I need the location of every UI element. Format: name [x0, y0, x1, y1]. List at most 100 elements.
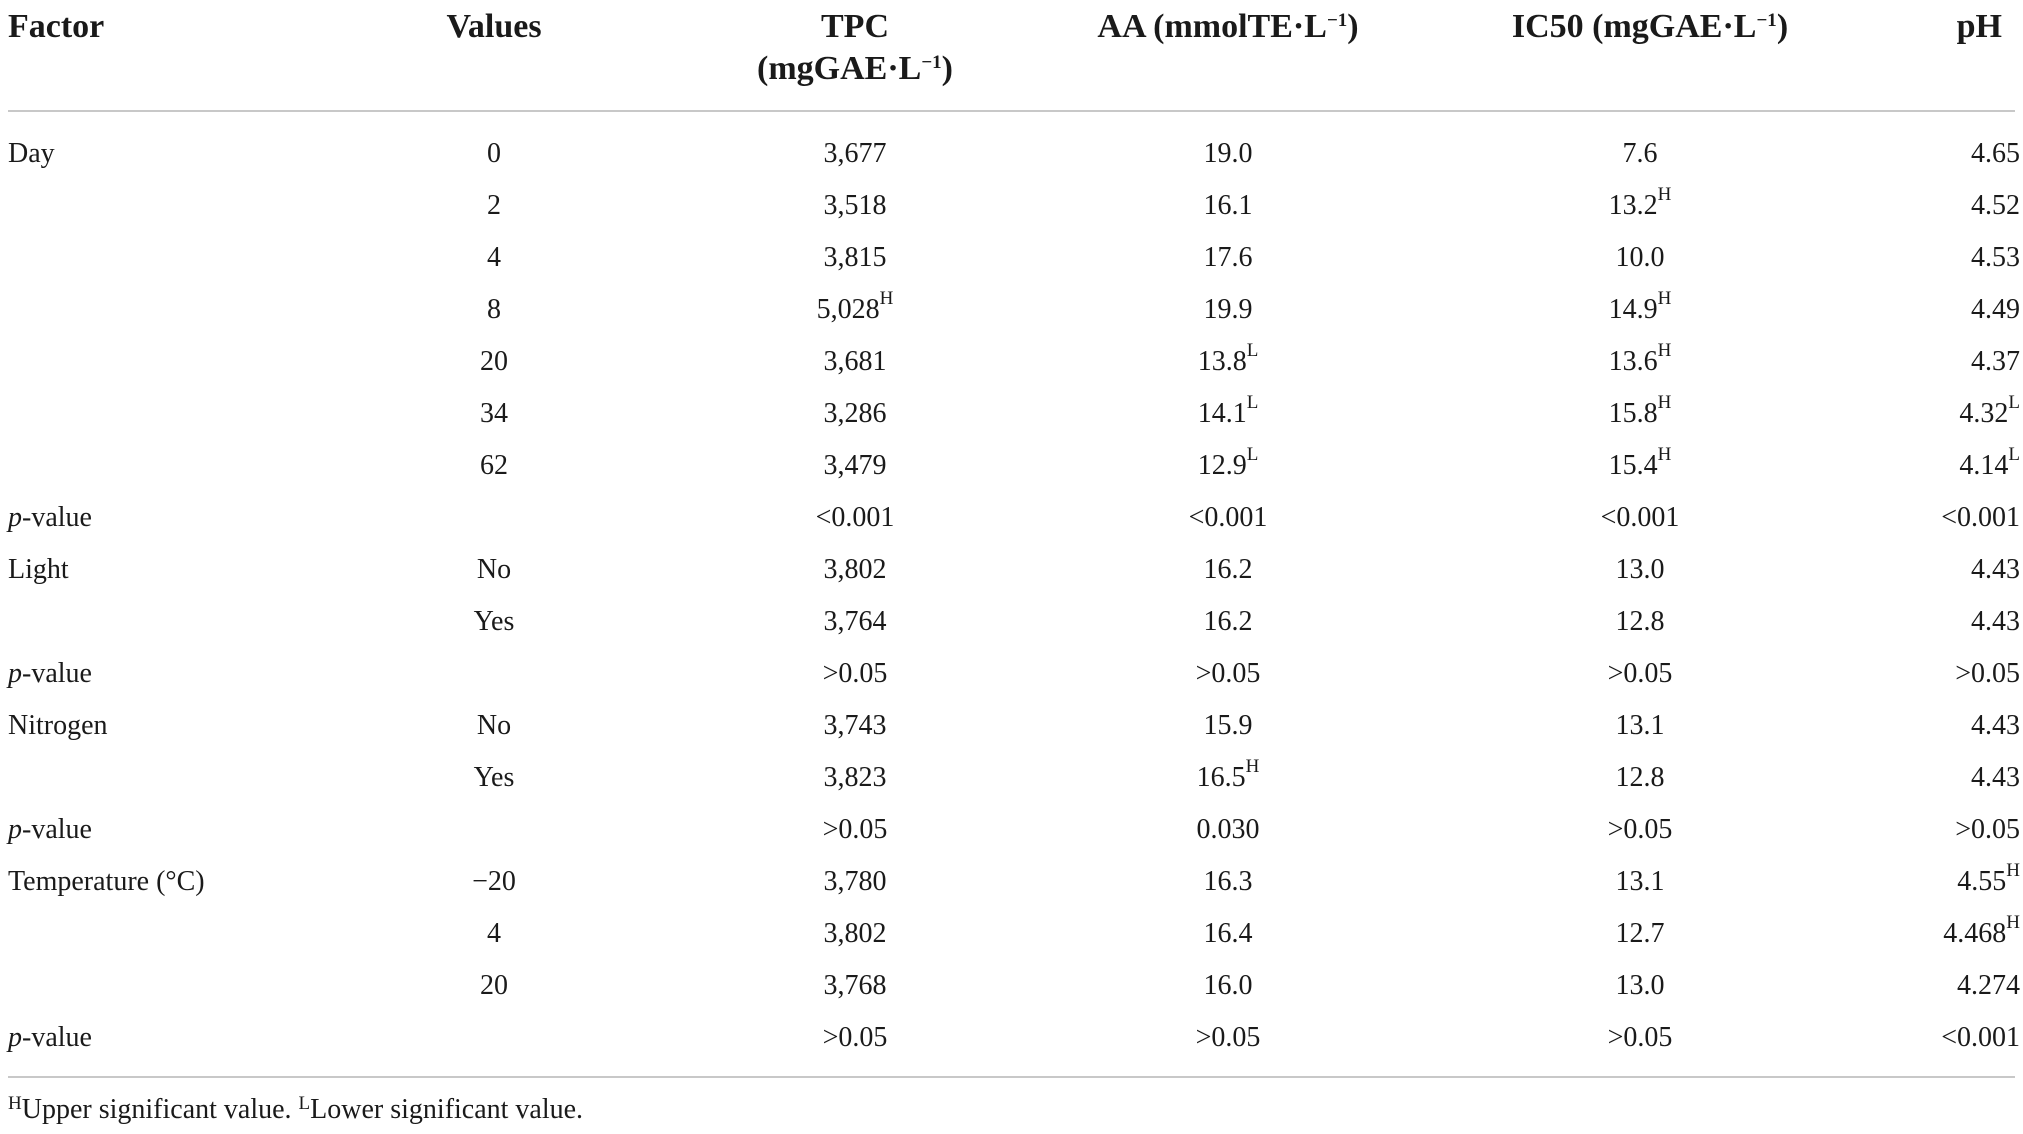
cell-value: Yes	[473, 606, 515, 637]
cell-ic50: 7.6	[1622, 138, 1658, 169]
cell-aa: 0.030	[1196, 814, 1260, 845]
cell-ph: 4.14L	[1959, 444, 2020, 481]
table-row: 34 3,286 14.1L 15.8H 4.32L	[0, 388, 2023, 440]
cell-tpc: >0.05	[822, 658, 888, 689]
table-row: p-value >0.05 >0.05 >0.05 >0.05	[0, 648, 2023, 700]
cell-ic50: 13.1	[1615, 866, 1665, 897]
cell-aa: 16.4	[1203, 918, 1253, 949]
cell-tpc: 3,815	[823, 242, 887, 273]
cell-tpc: 3,518	[823, 190, 887, 221]
cell-ph: 4.43	[1971, 606, 2020, 637]
cell-aa: 16.1	[1203, 190, 1253, 221]
header-tpc: TPC (mgGAE·L−1)	[705, 6, 1005, 90]
table-row: Day 0 3,677 19.0 7.6 4.65	[0, 128, 2023, 180]
cell-ph: >0.05	[1955, 658, 2020, 689]
cell-ic50: 12.8	[1615, 606, 1665, 637]
header-aa: AA (mmolTE·L−1)	[1097, 8, 1359, 45]
cell-ic50: 13.1	[1615, 710, 1665, 741]
cell-tpc: >0.05	[822, 1022, 888, 1053]
table-row: 2 3,518 16.1 13.2H 4.52	[0, 180, 2023, 232]
cell-value: 0	[487, 138, 501, 169]
cell-factor: Nitrogen	[8, 710, 108, 741]
cell-tpc: 3,479	[823, 450, 887, 481]
cell-ph: 4.274	[1957, 970, 2020, 1001]
cell-ph: 4.52	[1971, 190, 2020, 221]
cell-ic50: 13.0	[1615, 554, 1665, 585]
cell-ic50: 14.9H	[1608, 288, 1672, 325]
cell-aa: 16.3	[1203, 866, 1253, 897]
cell-value: No	[476, 710, 512, 741]
cell-ic50: >0.05	[1607, 1022, 1673, 1053]
cell-ic50: >0.05	[1607, 658, 1673, 689]
cell-factor: p-value	[8, 502, 92, 533]
cell-value: 20	[480, 970, 508, 1001]
cell-factor: p-value	[8, 814, 92, 845]
cell-aa: 17.6	[1203, 242, 1253, 273]
cell-ic50: <0.001	[1600, 502, 1680, 533]
cell-tpc: >0.05	[822, 814, 888, 845]
cell-aa: 14.1L	[1197, 392, 1259, 429]
cell-value: Yes	[473, 762, 515, 793]
cell-aa: 16.2	[1203, 554, 1253, 585]
cell-factor: Light	[8, 554, 69, 585]
table-row: p-value >0.05 >0.05 >0.05 <0.001	[0, 1012, 2023, 1064]
cell-aa: 15.9	[1203, 710, 1253, 741]
header-rule	[8, 110, 2015, 112]
cell-tpc: 3,802	[823, 554, 887, 585]
cell-tpc: 3,743	[823, 710, 887, 741]
cell-value: 8	[487, 294, 501, 325]
cell-ph: 4.43	[1971, 710, 2020, 741]
cell-ph: 4.43	[1971, 554, 2020, 585]
footnote: HUpper significant value. LLower signifi…	[8, 1093, 584, 1125]
cell-ph: 4.53	[1971, 242, 2020, 273]
cell-ph: 4.43	[1971, 762, 2020, 793]
cell-ic50: 12.8	[1615, 762, 1665, 793]
cell-tpc: <0.001	[815, 502, 895, 533]
cell-tpc: 3,286	[823, 398, 887, 429]
cell-value: 4	[487, 242, 501, 273]
cell-factor: Day	[8, 138, 55, 169]
header-ic50: IC50 (mgGAE·L−1)	[1511, 8, 1789, 45]
cell-value: 34	[480, 398, 508, 429]
cell-ic50: 10.0	[1615, 242, 1665, 273]
table-row: 20 3,681 13.8L 13.6H 4.37	[0, 336, 2023, 388]
cell-ic50: 13.6H	[1608, 340, 1672, 377]
cell-ph: <0.001	[1941, 1022, 2020, 1053]
cell-ph: 4.37	[1971, 346, 2020, 377]
table-row: Yes 3,764 16.2 12.8 4.43	[0, 596, 2023, 648]
cell-ph: <0.001	[1941, 502, 2020, 533]
header-factor: Factor	[8, 8, 105, 45]
cell-aa: 16.5H	[1196, 756, 1260, 793]
cell-value: −20	[472, 866, 516, 897]
header-values: Values	[446, 8, 542, 45]
table-row: 4 3,802 16.4 12.7 4.468H	[0, 908, 2023, 960]
table-row: 8 5,028H 19.9 14.9H 4.49	[0, 284, 2023, 336]
cell-tpc: 3,681	[823, 346, 887, 377]
cell-value: 4	[487, 918, 501, 949]
cell-ph: 4.49	[1971, 294, 2020, 325]
cell-factor: p-value	[8, 658, 92, 689]
header-tpc-line1: TPC	[821, 8, 889, 45]
table-row: Nitrogen No 3,743 15.9 13.1 4.43	[0, 700, 2023, 752]
table-row: 20 3,768 16.0 13.0 4.274	[0, 960, 2023, 1012]
cell-tpc: 3,764	[823, 606, 887, 637]
cell-value: 62	[480, 450, 508, 481]
cell-factor: p-value	[8, 1022, 92, 1053]
cell-ic50: 12.7	[1615, 918, 1665, 949]
cell-value: 20	[480, 346, 508, 377]
cell-aa: <0.001	[1188, 502, 1268, 533]
table-row: 62 3,479 12.9L 15.4H 4.14L	[0, 440, 2023, 492]
cell-tpc: 3,823	[823, 762, 887, 793]
cell-aa: 19.9	[1203, 294, 1253, 325]
cell-tpc: 5,028H	[816, 288, 894, 325]
table-row: Yes 3,823 16.5H 12.8 4.43	[0, 752, 2023, 804]
cell-ph: 4.32L	[1959, 392, 2020, 429]
table-row: Light No 3,802 16.2 13.0 4.43	[0, 544, 2023, 596]
table-row: Temperature (°C) −20 3,780 16.3 13.1 4.55H	[0, 856, 2023, 908]
cell-ic50: 13.2H	[1608, 184, 1672, 221]
header-ph: pH	[1956, 8, 2002, 45]
table-row: 4 3,815 17.6 10.0 4.53	[0, 232, 2023, 284]
cell-ic50: >0.05	[1607, 814, 1673, 845]
cell-ph: 4.468H	[1943, 912, 2020, 949]
